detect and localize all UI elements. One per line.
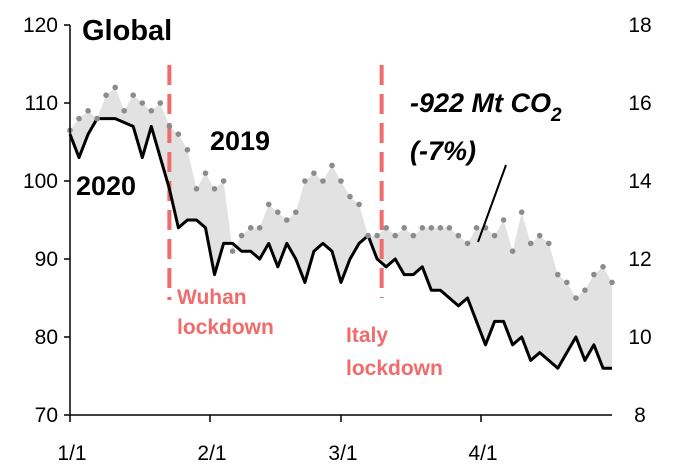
reduction-annotation: -922 Mt CO2 <box>410 88 562 126</box>
series-2019-point <box>265 201 272 208</box>
series-2019-point <box>130 92 136 98</box>
series-2019-point <box>410 232 417 239</box>
series-2019-point <box>193 186 200 192</box>
y-tick-label: 120 <box>23 14 58 37</box>
lockdown-markers <box>167 65 384 300</box>
series-2019-point <box>546 240 552 247</box>
series-2019-point <box>112 84 118 91</box>
y2-tick-label: 10 <box>628 326 651 349</box>
series-2019-point <box>229 248 236 254</box>
series-2019-point <box>175 131 182 137</box>
series-2019-point <box>464 240 471 247</box>
series-2019-point <box>220 178 227 184</box>
series-2019-point <box>103 92 109 98</box>
series-lines <box>67 84 615 370</box>
series-2019-point <box>247 225 254 231</box>
series-2019-point <box>392 232 399 239</box>
series-2019-point <box>166 123 173 130</box>
series-2019-point <box>509 248 516 254</box>
gap-fill-layer <box>70 87 612 369</box>
series-2019-point <box>365 232 371 239</box>
series-2019-point <box>356 201 362 208</box>
series-2019-point <box>238 232 245 239</box>
series-2019-point <box>536 232 543 239</box>
y-tick-label: 70 <box>35 404 58 427</box>
y2-tick-label: 12 <box>628 248 651 271</box>
series-2019-point <box>139 100 146 106</box>
series-label-2020: 2020 <box>76 171 136 201</box>
series-2019-point <box>202 170 209 176</box>
series-2019-point <box>491 232 498 239</box>
reduction-percent-annotation: (-7%) <box>410 136 476 166</box>
series-2020-line <box>68 117 612 370</box>
series-2019-point <box>518 209 525 215</box>
italy-lockdown-label-line1: Italy <box>346 324 388 347</box>
series-2019-point <box>302 178 308 184</box>
series-2019-point <box>184 147 191 153</box>
y2-tick-label: 8 <box>634 404 646 427</box>
series-2019-point <box>600 264 606 270</box>
y-tick-label: 80 <box>35 326 58 349</box>
x-tick-label: 3/1 <box>328 442 357 465</box>
series-2019-point <box>555 271 561 278</box>
y-tick-label: 90 <box>35 248 58 271</box>
x-tick-label: 2/1 <box>197 442 226 465</box>
reduction-annotation-text: -922 Mt CO <box>410 88 551 118</box>
series-2019-point <box>76 115 82 122</box>
reduction-annotation-subscript: 2 <box>550 105 562 126</box>
wuhan-lockdown-label-line1: Wuhan <box>177 286 247 309</box>
series-2019-point <box>437 225 444 231</box>
series-2019-point <box>320 178 326 184</box>
series-2019-point <box>293 209 299 215</box>
chart-title: Global <box>82 15 172 47</box>
annotation-pointer-line <box>477 164 507 243</box>
series-2019-point <box>121 108 127 114</box>
series-2019-point <box>256 225 263 231</box>
y-tick-label: 100 <box>23 170 58 193</box>
series-2019-point <box>275 209 281 215</box>
gap-fill-area <box>70 87 612 369</box>
y2-tick-label: 18 <box>628 14 651 37</box>
series-2019-point <box>148 108 155 114</box>
series-2019-point <box>157 100 164 106</box>
series-2019-point <box>446 225 453 231</box>
series-2019-point <box>383 225 390 231</box>
series-2019-point <box>311 170 317 176</box>
series-2019-point <box>582 287 588 294</box>
series-label-2019: 2019 <box>210 126 270 156</box>
series-2019-point <box>338 178 344 184</box>
series-2019-point <box>85 108 91 114</box>
series-2019-point <box>428 225 435 231</box>
x-tick-label: 1/1 <box>57 442 86 465</box>
series-2019-point <box>527 240 534 247</box>
series-2019-point <box>374 232 380 239</box>
y2-tick-label: 16 <box>628 92 651 115</box>
series-2019-point <box>284 217 290 223</box>
series-2019-point <box>500 217 507 223</box>
series-2019-point <box>347 193 353 200</box>
tick-labels: 70 80 90 100 110 120 8 10 12 14 16 18 1/1 2/1 3/1 4/1 <box>23 14 652 465</box>
series-2019-point <box>564 279 570 286</box>
series-2019-point <box>401 225 408 231</box>
wuhan-lockdown-label-line2: lockdown <box>177 316 274 339</box>
x-tick-label: 4/1 <box>468 442 497 465</box>
y2-tick-label: 14 <box>628 170 652 193</box>
italy-lockdown-label-line2: lockdown <box>346 357 443 380</box>
series-2019-point <box>473 225 480 231</box>
series-2019-point <box>455 232 462 239</box>
series-2019-point <box>419 225 426 231</box>
series-2019-point <box>573 295 579 301</box>
series-2019-point <box>609 279 615 286</box>
series-2019-point <box>94 115 100 122</box>
series-2019-point <box>591 271 597 278</box>
series-2019-point <box>211 186 218 192</box>
series-2019-point <box>329 162 335 169</box>
y-tick-label: 110 <box>25 92 58 115</box>
